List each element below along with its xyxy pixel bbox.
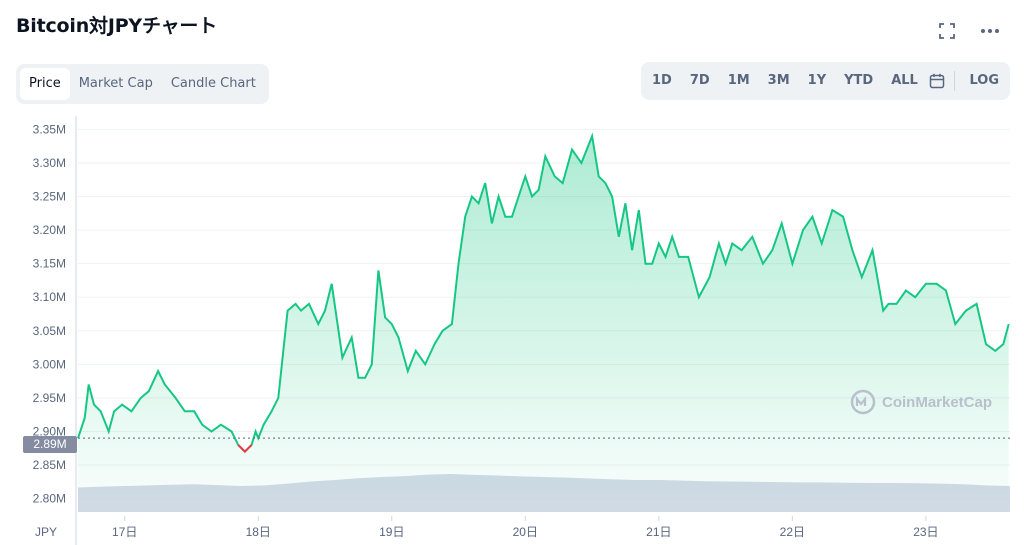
price-line-below-baseline (237, 444, 253, 454)
calendar-button[interactable] (927, 66, 948, 96)
range-1d[interactable]: 1D (652, 73, 672, 88)
more-icon (981, 29, 999, 33)
range-separator (953, 71, 955, 91)
x-tick-label: 17日 (112, 525, 137, 539)
price-line (77, 132, 1010, 454)
y-tick-label: 3.30M (33, 156, 66, 170)
y-tick-label: 3.25M (33, 190, 66, 204)
time-range-selector: 1D 7D 1M 3M 1Y YTD ALL LOG (641, 62, 1010, 100)
range-1m[interactable]: 1M (727, 73, 750, 88)
y-tick-label: 3.20M (33, 223, 66, 237)
y-tick-label: 2.95M (33, 391, 66, 405)
more-button[interactable] (977, 18, 1003, 44)
calendar-icon (930, 73, 945, 89)
x-tick-label: 20日 (513, 525, 538, 539)
x-tick-label: 19日 (379, 525, 404, 539)
range-all[interactable]: ALL (891, 73, 918, 88)
range-1y[interactable]: 1Y (807, 73, 827, 88)
y-tick-label: 2.90M (33, 424, 66, 438)
y-tick-label: 3.05M (33, 324, 66, 338)
watermark-text: CoinMarketCap (882, 393, 993, 411)
chart-type-tabs: Price Market Cap Candle Chart (16, 64, 269, 104)
watermark: CoinMarketCap (850, 389, 992, 415)
fullscreen-button[interactable] (934, 18, 960, 44)
y-tick-label: 2.80M (33, 492, 66, 506)
x-tick-label: 21日 (646, 525, 671, 539)
y-tick-label: 2.85M (33, 458, 66, 472)
log-toggle[interactable]: LOG (969, 73, 999, 88)
x-tick-label: 18日 (246, 525, 271, 539)
y-tick-label: 3.00M (33, 357, 66, 371)
x-tick-label: 23日 (913, 525, 938, 539)
range-ytd[interactable]: YTD (844, 73, 874, 88)
y-tick-label: 3.35M (33, 122, 66, 136)
y-tick-label: 3.10M (33, 290, 66, 304)
fullscreen-icon (939, 23, 955, 39)
current-price-badge: 2.89M (23, 436, 77, 453)
tab-candle-chart[interactable]: Candle Chart (170, 76, 256, 91)
range-3m[interactable]: 3M (767, 73, 790, 88)
tab-price[interactable]: Price (20, 68, 70, 100)
price-area (78, 136, 1009, 512)
tab-market-cap[interactable]: Market Cap (78, 76, 153, 91)
price-chart[interactable]: 2.80M 2.85M 2.90M 2.95M 3.00M 3.05M 3.10M 3.15M… (0, 110, 1024, 545)
coinmarketcap-logo-icon (850, 389, 876, 415)
page-title: Bitcoin対JPYチャート (16, 15, 217, 37)
currency-label: JPY (35, 525, 57, 539)
y-tick-label: 3.15M (33, 257, 66, 271)
range-7d[interactable]: 7D (689, 73, 710, 88)
x-tick-label: 22日 (780, 525, 805, 539)
